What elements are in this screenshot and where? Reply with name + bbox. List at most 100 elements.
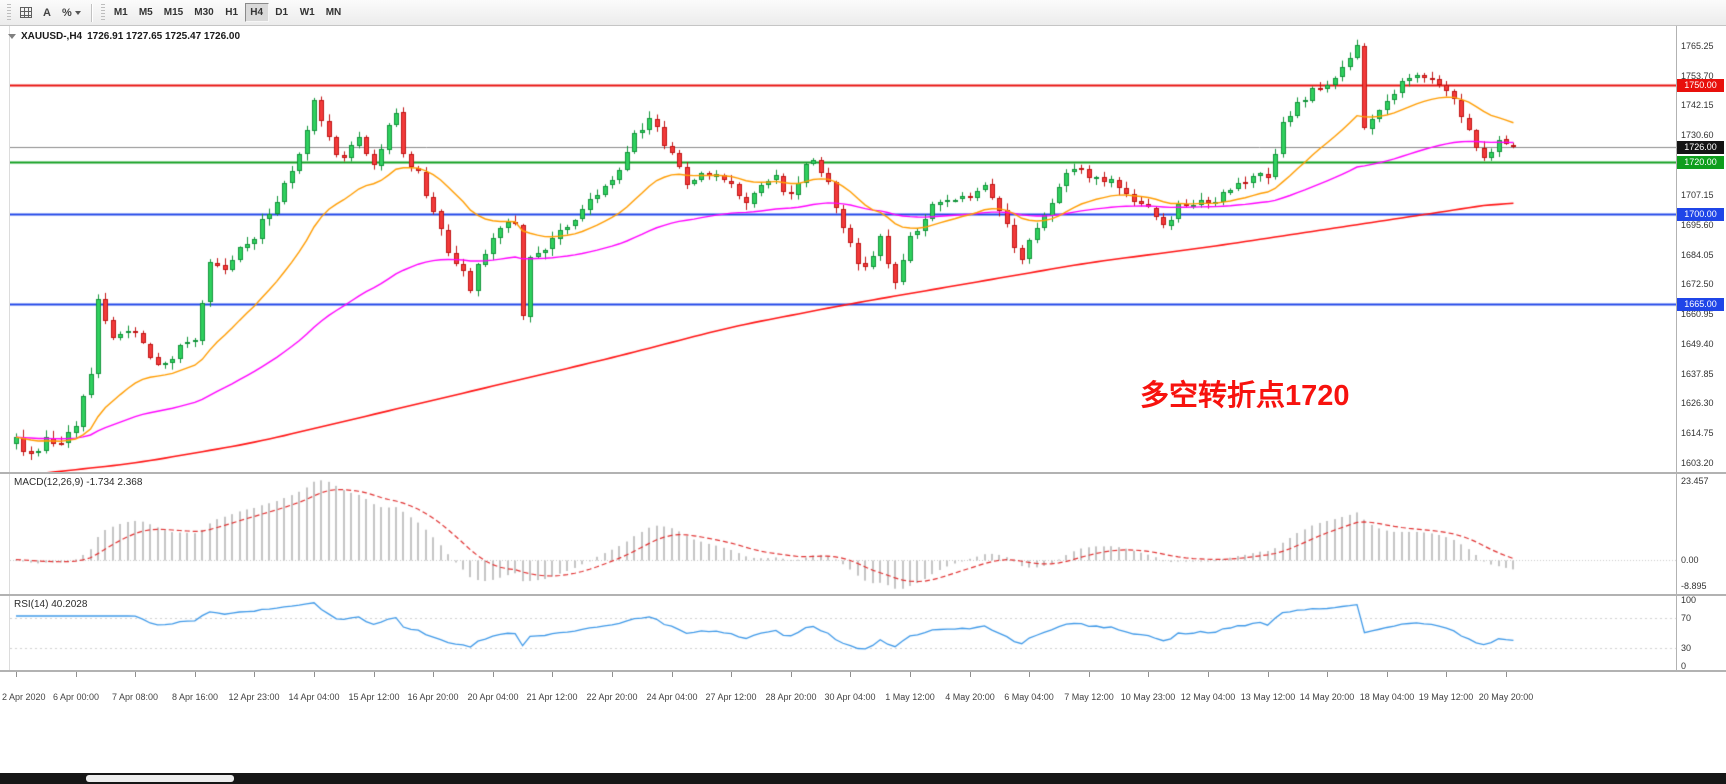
taskbar-item[interactable] — [86, 775, 234, 782]
time-axis-tick — [1089, 672, 1090, 677]
macd-value-signal: 2.368 — [117, 477, 143, 488]
time-axis-tick — [1029, 672, 1030, 677]
chart-window-button[interactable] — [15, 3, 37, 23]
chart-left-border — [9, 26, 10, 672]
time-axis-tick — [1327, 672, 1328, 677]
time-axis-tick — [314, 672, 315, 677]
price-badge: 1726.00 — [1677, 140, 1724, 154]
time-axis-label: 28 Apr 20:00 — [765, 692, 817, 702]
text-tool-button[interactable]: A — [43, 6, 51, 19]
macd-axis-min: -8.895 — [1681, 581, 1707, 591]
timeframe-button-h4[interactable]: H4 — [244, 3, 269, 22]
timeframe-button-w1[interactable]: W1 — [299, 7, 315, 18]
chart-text-annotation[interactable]: 多空转折点1720 — [1140, 380, 1350, 412]
time-axis-tick — [1506, 672, 1507, 677]
price-badge: 1720.00 — [1677, 156, 1724, 170]
price-axis-tick: 1603.20 — [1681, 457, 1714, 468]
time-axis-tick — [731, 672, 732, 677]
rsi-axis-tick: 100 — [1681, 595, 1697, 605]
time-axis-label: 13 May 12:00 — [1240, 692, 1296, 702]
price-axis-tick: 1626.30 — [1681, 398, 1714, 409]
time-axis-tick — [374, 672, 375, 677]
time-axis-tick — [195, 672, 196, 677]
time-axis-tick — [1446, 672, 1447, 677]
price-axis-tick: 1753.70 — [1681, 70, 1714, 81]
macd-indicator-label: MACD(12,26,9) -1.734 2.368 — [14, 477, 142, 488]
ohlc-values: 1726.91 1727.65 1725.47 1726.00 — [87, 31, 241, 42]
price-axis-tick: 1742.15 — [1681, 100, 1714, 111]
time-axis-tick — [672, 672, 673, 677]
time-axis-tick — [1208, 672, 1209, 677]
toolbar-grip[interactable] — [7, 3, 11, 22]
time-axis-tick — [1148, 672, 1149, 677]
time-axis-label: 15 Apr 12:00 — [348, 692, 400, 702]
toolbar-grip-2[interactable] — [100, 3, 105, 22]
cursor-mode-button[interactable]: % — [57, 3, 86, 23]
time-axis-label: 20 Apr 04:00 — [467, 692, 519, 702]
time-axis-tick — [970, 672, 971, 677]
timeframe-button-mn[interactable]: MN — [325, 7, 342, 18]
time-axis-tick — [254, 672, 255, 677]
rsi-panel-canvas[interactable] — [10, 596, 1676, 670]
time-axis-label: 2 Apr 2020 — [2, 692, 46, 702]
time-axis-label: 12 May 04:00 — [1180, 692, 1236, 702]
time-axis-label: 18 May 04:00 — [1359, 692, 1415, 702]
time-axis-label: 24 Apr 04:00 — [646, 692, 698, 702]
time-axis-label: 8 Apr 16:00 — [171, 692, 219, 702]
time-axis-label: 21 Apr 12:00 — [526, 692, 578, 702]
time-axis-label: 14 May 20:00 — [1299, 692, 1355, 702]
timeframe-button-m15[interactable]: M15 — [163, 7, 184, 18]
percent-icon: % — [62, 6, 72, 19]
panel-divider-rsi[interactable] — [0, 594, 1726, 596]
taskbar — [0, 773, 1726, 784]
time-axis-label: 1 May 12:00 — [885, 692, 935, 702]
price-axis-tick: 1765.25 — [1681, 40, 1714, 51]
toolbar: A % M1 M5 M15 M30 H1 H4 D1 W1 MN — [0, 0, 1726, 26]
timeframe-button-d1[interactable]: D1 — [275, 7, 289, 18]
time-axis-tick — [16, 672, 17, 677]
price-chart-canvas[interactable] — [10, 26, 1676, 472]
price-badge: 1700.00 — [1677, 207, 1724, 221]
timeframe-buttons: M1 M5 M15 M30 H1 H4 D1 W1 MN — [109, 3, 347, 22]
price-axis-border — [1676, 26, 1677, 672]
panel-divider-macd[interactable] — [0, 472, 1726, 474]
time-axis[interactable]: 2 Apr 2020 6 Apr 00:00 7 Apr 08:00 8 Apr 16… — [0, 672, 1726, 704]
timeframe-button-m5[interactable]: M5 — [138, 7, 153, 18]
price-axis-tick: 1730.60 — [1681, 130, 1714, 141]
timeframe-button-h1[interactable]: H1 — [225, 7, 239, 18]
panel-divider-timebar — [0, 670, 1726, 672]
macd-axis-max: 23.457 — [1681, 476, 1709, 486]
time-axis-tick — [1268, 672, 1269, 677]
time-axis-tick — [850, 672, 851, 677]
rsi-indicator-label: RSI(14) 40.2028 — [14, 599, 87, 610]
time-axis-tick — [433, 672, 434, 677]
time-axis-label: 20 May 20:00 — [1478, 692, 1534, 702]
timeframe-button-m30[interactable]: M30 — [194, 7, 214, 18]
chevron-down-icon — [74, 10, 81, 15]
time-axis-tick — [493, 672, 494, 677]
price-axis-tick: 1614.75 — [1681, 428, 1714, 439]
toolbar-separator — [90, 3, 92, 22]
macd-name: MACD(12,26,9) — [14, 477, 84, 488]
price-axis-tick: 1684.05 — [1681, 249, 1714, 260]
price-axis-tick: 1707.15 — [1681, 190, 1714, 201]
price-axis-tick: 1649.40 — [1681, 338, 1714, 349]
macd-panel-canvas[interactable] — [10, 474, 1676, 594]
time-axis-tick — [910, 672, 911, 677]
rsi-axis-tick: 70 — [1681, 613, 1692, 624]
macd-value-main: -1.734 — [86, 477, 115, 488]
rsi-axis-tick: 30 — [1681, 642, 1692, 653]
time-axis-label: 6 Apr 00:00 — [52, 692, 100, 702]
price-badge: 1665.00 — [1677, 297, 1724, 311]
time-axis-label: 6 May 04:00 — [1004, 692, 1054, 702]
timeframe-button-m1[interactable]: M1 — [113, 7, 128, 18]
rsi-axis-tick: 0 — [1681, 661, 1687, 671]
rsi-name: RSI(14) — [14, 599, 49, 610]
price-badge: 1750.00 — [1677, 79, 1724, 93]
time-axis-label: 16 Apr 20:00 — [407, 692, 459, 702]
time-axis-tick — [76, 672, 77, 677]
time-axis-label: 19 May 12:00 — [1418, 692, 1474, 702]
time-axis-tick — [791, 672, 792, 677]
one-click-trading-icon[interactable] — [8, 34, 16, 39]
